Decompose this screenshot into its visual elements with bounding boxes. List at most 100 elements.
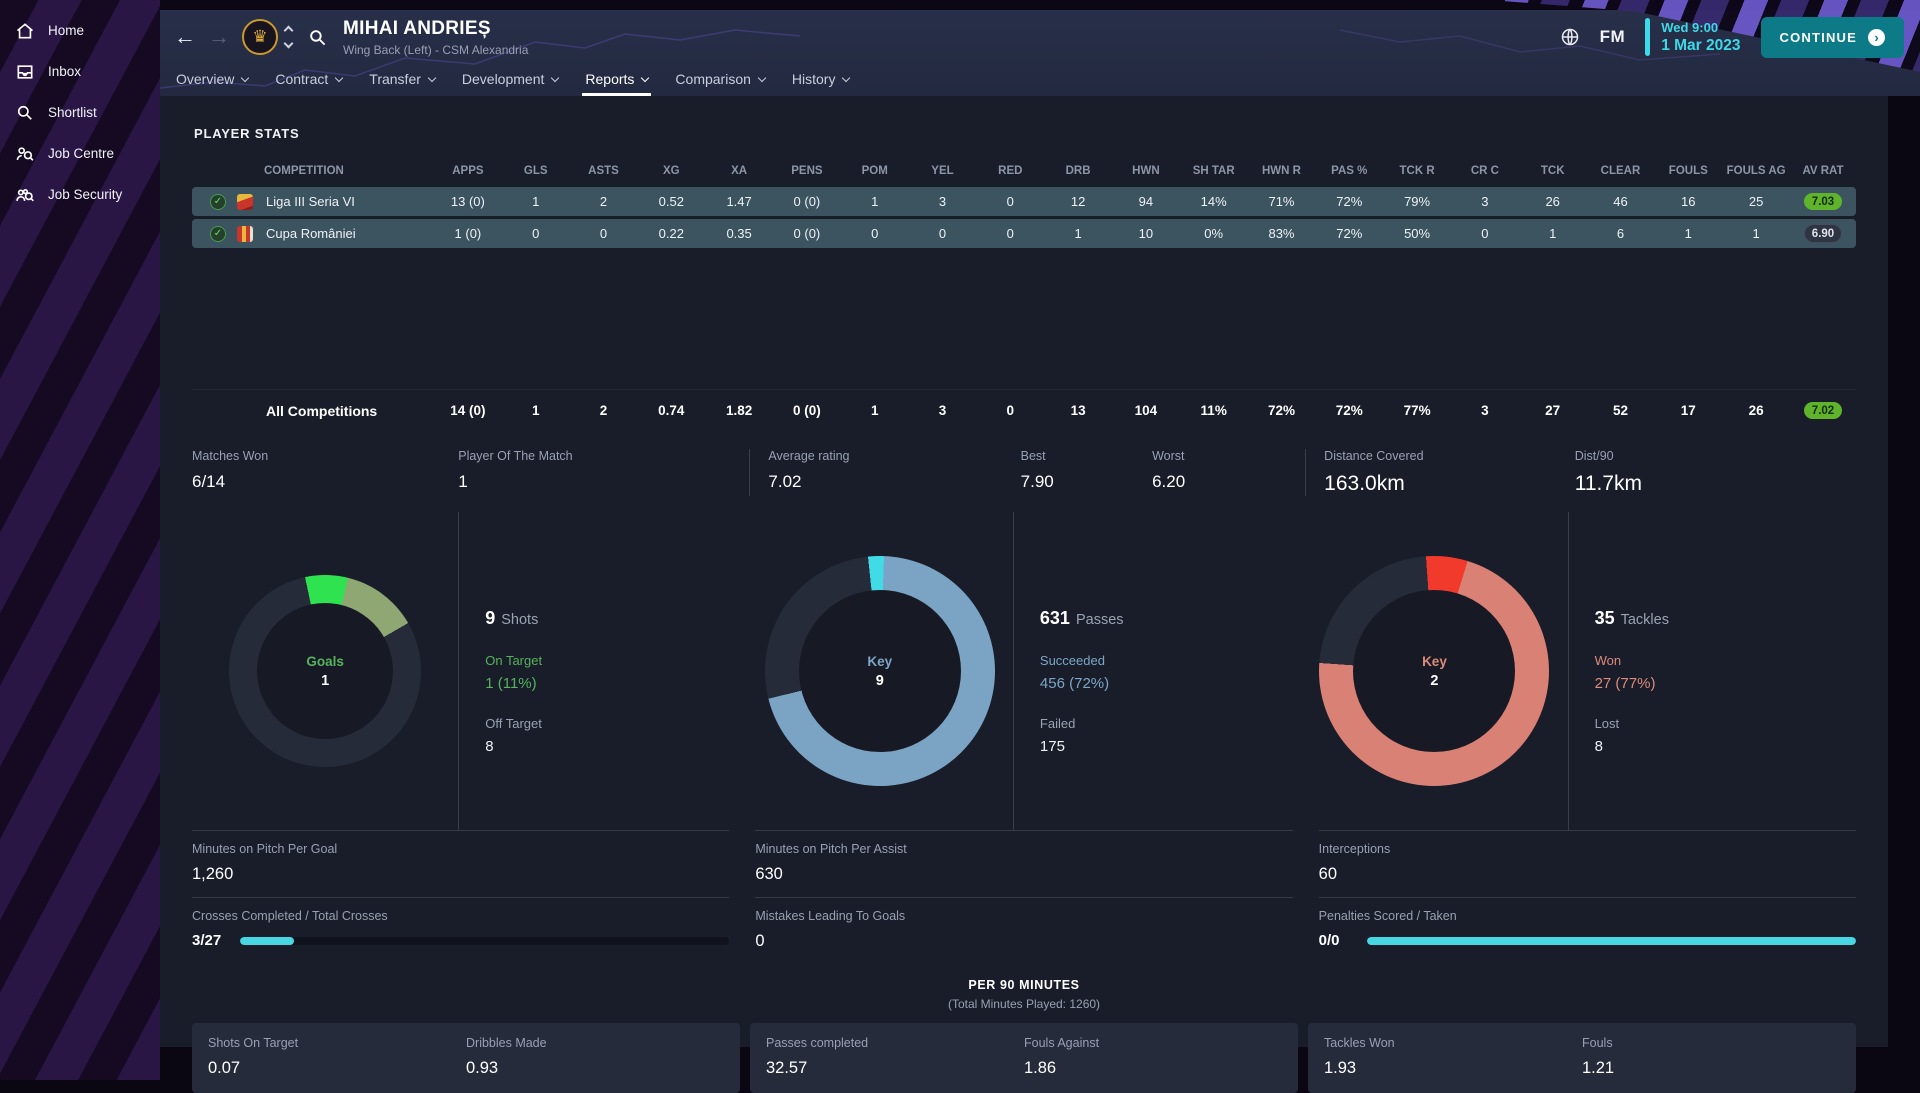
per90-stat: Shots On Target 0.07 (208, 1036, 299, 1077)
column-header[interactable]: PAS % (1331, 165, 1368, 177)
tab-contract[interactable]: Contract (275, 62, 344, 96)
stat-cell: 0 (532, 226, 540, 241)
home-icon (16, 22, 34, 38)
summary-item-worst: Worst 6.20 (1152, 449, 1186, 491)
detail-stats: Minutes on Pitch Per Goal 1,260 Crosses … (192, 830, 1856, 964)
sidebar-item-job-security[interactable]: Job Security (0, 174, 160, 215)
player-identity: MIHAI ANDRIEȘ Wing Back (Left) - CSM Ale… (343, 18, 528, 57)
table-row-liga-iii[interactable]: ✓ Liga III Seria VI 13 (0) 1 2 0.52 1.47… (192, 187, 1856, 216)
globe-icon[interactable] (1560, 27, 1580, 47)
shots-total: 9 (485, 608, 496, 628)
player-name: MIHAI ANDRIEȘ (343, 17, 491, 39)
sidebar-item-inbox[interactable]: Inbox (0, 51, 160, 92)
forward-button[interactable]: → (208, 24, 230, 49)
per90-stat: Dribbles Made 0.93 (466, 1036, 547, 1077)
stat-cell: 11% (1200, 403, 1227, 418)
competition-name: Cupa României (266, 226, 356, 241)
column-header[interactable]: GLS (523, 165, 548, 177)
stat-cell: 0 (0) (793, 194, 821, 209)
stat-cell: 1.82 (725, 403, 753, 418)
crown-icon: ♛ (252, 27, 268, 46)
stat-cell: 50% (1404, 226, 1431, 241)
donut-center-label: Key (867, 653, 893, 669)
chevron-down-icon (335, 73, 344, 82)
tab-overview[interactable]: Overview (176, 62, 250, 96)
column-header[interactable]: CR C (1470, 165, 1499, 177)
inbox-icon (17, 64, 33, 79)
per90-stat: Passes completed 32.57 (766, 1036, 869, 1077)
donut-center-value: 9 (875, 672, 884, 689)
stat-cell: 0 (0) (793, 403, 821, 418)
column-header-competition[interactable]: COMPETITION (264, 165, 344, 177)
column-header[interactable]: XG (662, 165, 680, 177)
column-header[interactable]: HWN (1132, 165, 1160, 177)
competition-logo (237, 225, 253, 242)
donut-chart-goals: Goals 1 (229, 575, 422, 767)
column-header[interactable]: FOULS AG (1726, 165, 1786, 177)
top-strip (160, 0, 1920, 10)
stat-cell: 0 (1006, 226, 1014, 241)
stat-value: 8 (485, 738, 494, 755)
column-header[interactable]: CLEAR (1600, 165, 1641, 177)
table-total-row: All Competitions 14 (0) 1 2 0.74 1.82 0 … (192, 389, 1856, 431)
stat-cell: 2 (599, 403, 608, 418)
stat-cell: 12 (1070, 194, 1086, 209)
passes-total: 631 (1039, 608, 1070, 628)
check-icon[interactable]: ✓ (210, 225, 226, 242)
column-header[interactable]: RED (998, 165, 1023, 177)
column-header[interactable]: YEL (931, 165, 954, 177)
detail-column-3: Interceptions 60 Penalties Scored / Take… (1318, 830, 1856, 964)
sidebar-item-home[interactable]: Home (0, 10, 160, 51)
stat-cell: 1 (532, 194, 540, 209)
club-badge[interactable]: ♛ (242, 19, 278, 55)
stat-label: Lost (1594, 716, 1620, 731)
column-header[interactable]: PENS (791, 165, 823, 177)
datetime-accent-bar (1645, 18, 1651, 56)
sidebar-item-shortlist[interactable]: Shortlist (0, 92, 160, 133)
column-header[interactable]: TCK (1540, 165, 1565, 177)
column-header[interactable]: XA (731, 165, 748, 177)
stat-cell: 0.22 (658, 226, 684, 241)
stat-label: Succeeded (1039, 653, 1105, 668)
tab-development[interactable]: Development (462, 62, 560, 96)
donut-chart-passes: Key 9 (764, 556, 995, 786)
player-cycle-control[interactable] (283, 25, 294, 49)
stats-table-header: COMPETITION APPS GLS ASTS XG XA PENS POM… (192, 165, 1856, 177)
detail-column-2: Minutes on Pitch Per Assist 630 Mistakes… (755, 830, 1293, 964)
tab-comparison[interactable]: Comparison (675, 62, 767, 96)
stat-cell: 1 (1074, 226, 1082, 241)
back-button[interactable]: ← (174, 24, 196, 49)
stat-cell: 1 (1752, 226, 1760, 241)
column-header[interactable]: FOULS (1668, 165, 1708, 177)
chevron-right-icon: › (1868, 28, 1885, 46)
column-header[interactable]: AV RAT (1802, 165, 1844, 177)
check-icon[interactable]: ✓ (210, 193, 226, 210)
column-header[interactable]: SH TAR (1192, 165, 1235, 177)
column-header[interactable]: POM (861, 165, 888, 177)
table-row-cupa-romaniei[interactable]: ✓ Cupa României 1 (0) 0 0 0.22 0.35 0 (0… (192, 219, 1856, 248)
chevron-down-icon (641, 73, 650, 82)
summary-item-distance-covered: Distance Covered 163.0km (1305, 449, 1575, 496)
stat-cell: 0 (1006, 403, 1015, 418)
tab-history[interactable]: History (792, 62, 851, 96)
passes-unit: Passes (1075, 612, 1124, 628)
stat-cell: 14% (1200, 194, 1227, 209)
tab-transfer[interactable]: Transfer (369, 62, 437, 96)
stat-cell: 77% (1403, 403, 1431, 418)
column-header[interactable]: HWN R (1262, 165, 1301, 177)
column-header[interactable]: DRB (1065, 165, 1091, 177)
stat-cell: 1 (1549, 226, 1557, 241)
stat-cell: 1 (1684, 226, 1692, 241)
column-header[interactable]: APPS (452, 165, 484, 177)
stat-label: Off Target (485, 716, 542, 731)
search-button[interactable] (308, 28, 327, 47)
progress-bar-crosses (240, 936, 730, 945)
stat-cell: 0 (938, 226, 947, 241)
tab-reports[interactable]: Reports (582, 62, 652, 96)
stat-cell: 14 (0) (450, 403, 486, 418)
sidebar-item-job-centre[interactable]: Job Centre (0, 133, 160, 174)
job-security-icon (16, 188, 34, 201)
column-header[interactable]: ASTS (588, 165, 619, 177)
continue-button[interactable]: CONTINUE › (1760, 16, 1904, 58)
column-header[interactable]: TCK R (1399, 165, 1435, 177)
